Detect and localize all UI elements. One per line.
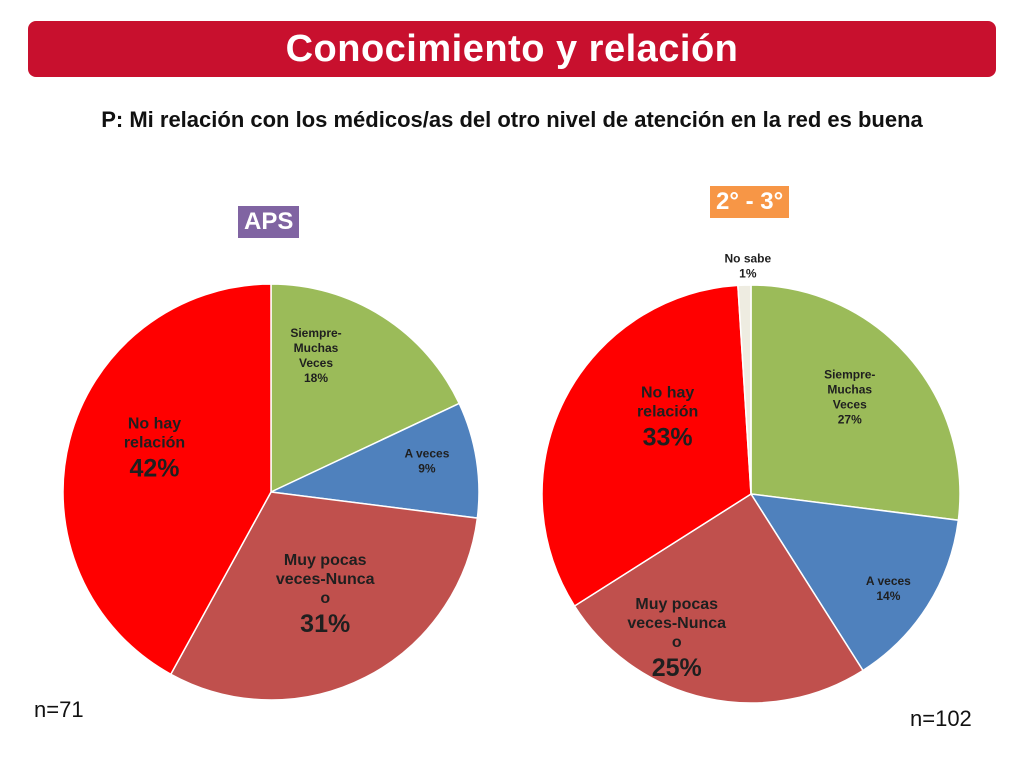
- slice-label-line: Muchas: [827, 383, 872, 397]
- slice-label-line: Muy pocas: [635, 596, 718, 613]
- slice-label-line: A veces: [404, 447, 449, 461]
- pie-slice-no-hay-relaci-n: [62, 283, 272, 676]
- pie-slice-a-veces: [749, 493, 960, 672]
- slice-label-muy-pocas-veces-nunca-o: Muy pocas veces-Nunca o 25%: [627, 596, 726, 682]
- slice-label-line: Siempre-: [824, 368, 875, 382]
- slice-value-a-veces: 9%: [418, 462, 436, 476]
- slice-value-muy-pocas-veces-nunca-o: 25%: [652, 654, 702, 682]
- sample-size-secondary-tertiary: n=102: [910, 706, 972, 731]
- slice-label-line: relación: [124, 434, 185, 451]
- slice-value-no-hay-relaci-n: 42%: [129, 454, 179, 482]
- slice-value-no-hay-relaci-n: 33%: [643, 424, 693, 452]
- badge-aps: APS: [238, 206, 300, 238]
- sample-size-aps: n=71: [34, 697, 84, 722]
- slice-label-line: veces-Nunca: [276, 571, 375, 588]
- pie-slice-a-veces: [268, 402, 480, 519]
- pie-slice-muy-pocas-veces-nunca-o: [169, 491, 479, 701]
- slice-label-line: A veces: [866, 574, 911, 588]
- slice-label-no-hay-relaci-n: No hay relación 33%: [637, 385, 698, 452]
- slice-label-line: o: [320, 590, 330, 607]
- slice-label-line: Muchas: [294, 341, 339, 355]
- slice-label-line: Muy pocas: [284, 552, 367, 569]
- page-title: Conocimiento y relación: [285, 27, 739, 70]
- slice-label-muy-pocas-veces-nunca-o: Muy pocas veces-Nunca o 31%: [276, 552, 375, 638]
- slice-label-line: Siempre-: [290, 326, 341, 340]
- question-text: P: Mi relación con los médicos/as del ot…: [101, 107, 923, 132]
- slice-label-line: veces-Nunca: [627, 615, 726, 632]
- slice-value-muy-pocas-veces-nunca-o: 31%: [300, 610, 350, 638]
- slice-label-line: Veces: [299, 356, 333, 370]
- pie-slice-no-hay-relaci-n: [541, 284, 752, 608]
- title-bar: Conocimiento y relación: [28, 21, 996, 77]
- slice-value-siempre-muchas-veces: 18%: [304, 371, 328, 385]
- slice-label-line: No sabe: [724, 251, 771, 265]
- slice-label-line: No hay: [641, 385, 694, 402]
- slice-label-line: relación: [637, 404, 698, 421]
- slice-label-line: No hay: [128, 415, 181, 432]
- pie-slice-muy-pocas-veces-nunca-o: [573, 492, 865, 704]
- pie-slice-siempre-muchas-veces: [750, 284, 961, 522]
- pie-slice-no-sabe: [737, 284, 752, 495]
- slice-label-no-hay-relaci-n: No hay relación 42%: [124, 415, 185, 482]
- slice-value-no-sabe: 1%: [739, 266, 757, 280]
- pie-slice-siempre-muchas-veces: [270, 283, 461, 494]
- slice-value-a-veces: 14%: [876, 589, 900, 603]
- slice-label-line: Veces: [833, 398, 867, 412]
- badge-secondary-tertiary: 2° - 3°: [710, 186, 790, 218]
- slice-label-line: o: [672, 634, 682, 651]
- slice-value-siempre-muchas-veces: 27%: [838, 413, 862, 427]
